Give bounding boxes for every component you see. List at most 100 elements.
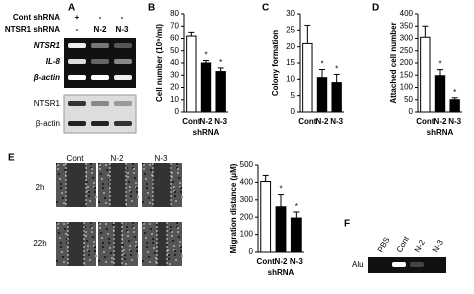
cell-speck [145, 178, 147, 180]
cell-speck [105, 261, 107, 263]
cell-speck [112, 224, 114, 226]
cell-speck [99, 223, 101, 225]
gel [368, 257, 446, 273]
cell-speck [174, 254, 176, 256]
cell-speck [180, 246, 182, 248]
cell-speck [62, 256, 64, 258]
significance-marker: * [204, 51, 207, 60]
bar [275, 206, 287, 253]
cell-speck [91, 227, 93, 229]
cell-speck [148, 256, 150, 258]
y-tick-label: 350 [400, 21, 414, 30]
cell-speck [63, 164, 65, 166]
cell-speck [100, 173, 102, 175]
y-tick-label: 0 [249, 247, 254, 256]
cell-speck [103, 192, 105, 194]
cell-speck [104, 256, 106, 258]
cell-speck [84, 226, 86, 228]
gel-band [410, 262, 424, 267]
y-tick-label: 200 [400, 58, 414, 67]
cell-speck [137, 196, 139, 198]
cell-speck [59, 178, 61, 180]
row-label: Alu [352, 260, 364, 269]
x-tick-label: Cont [298, 117, 317, 126]
x-tick-label: N-3 [448, 117, 461, 126]
cell-speck [126, 167, 128, 169]
cell-speck [128, 240, 130, 242]
row-label: 22h [33, 239, 46, 248]
cell-speck [152, 238, 154, 240]
cell-speck [107, 174, 109, 176]
cell-speck [127, 172, 129, 174]
cell-speck [63, 261, 65, 263]
cell-speck [172, 240, 174, 242]
cell-speck [150, 169, 152, 171]
lane-label: N-2 [413, 238, 428, 254]
y-tick-label: 200 [240, 212, 254, 221]
cell-speck [132, 222, 134, 224]
y-tick-label: 5 [291, 91, 296, 100]
cell-speck [58, 173, 60, 175]
x-axis-label: shRNA [193, 128, 220, 137]
cell-speck [145, 237, 147, 239]
cell-speck [89, 200, 91, 202]
cell-speck [61, 251, 63, 253]
cell-speck [181, 196, 183, 198]
cell-speck [149, 202, 151, 204]
blot-bands [68, 101, 132, 126]
cell-speck [124, 258, 126, 260]
cell-speck [108, 242, 110, 244]
cell-speck [137, 255, 139, 257]
significance-marker: * [279, 185, 282, 194]
y-tick-label: 0 [291, 107, 296, 116]
cell-speck [94, 246, 96, 248]
cell-speck [177, 227, 179, 229]
cell-speck [170, 226, 172, 228]
cell-speck [174, 195, 176, 197]
cell-speck [124, 254, 126, 256]
cell-speck [136, 246, 138, 248]
cell-speck [88, 250, 90, 252]
cell-speck [100, 232, 102, 234]
cell-speck [88, 254, 90, 256]
cell-speck [92, 236, 94, 238]
cell-speck [125, 263, 127, 265]
cell-speck [126, 226, 128, 228]
cell-speck [91, 231, 93, 233]
cell-speck [95, 255, 97, 257]
y-tick-label: 300 [240, 195, 254, 204]
bar [434, 75, 446, 113]
y-tick-label: 20 [170, 83, 179, 92]
cell-speck [171, 235, 173, 237]
cell-speck [60, 242, 62, 244]
y-tick-label: 50 [170, 46, 179, 55]
x-tick-label: Cont [182, 117, 201, 126]
cell-speck [101, 237, 103, 239]
cell-speck [142, 260, 144, 262]
protein-label: NTSR1 [34, 99, 61, 108]
cell-speck [173, 245, 175, 247]
cell-speck [86, 181, 88, 183]
cell-speck [149, 164, 151, 166]
cell-speck [130, 191, 132, 193]
cell-speck [86, 240, 88, 242]
cell-speck [58, 232, 60, 234]
cell-speck [178, 236, 180, 238]
y-tick-label: 30 [170, 70, 179, 79]
cell-speck [143, 164, 145, 166]
cell-speck [106, 228, 108, 230]
panel-label: A [68, 3, 75, 14]
lane-label: + [75, 13, 80, 22]
y-tick-label: 25 [286, 25, 295, 34]
cell-speck [122, 244, 124, 246]
cell-speck [66, 238, 68, 240]
wound-images [56, 163, 183, 266]
cell-speck [172, 181, 174, 183]
y-tick-label: 30 [286, 9, 295, 18]
cell-speck [85, 231, 87, 233]
y-tick-label: 40 [170, 58, 179, 67]
cell-speck [168, 258, 170, 260]
cell-speck [90, 163, 92, 165]
panel-label: C [262, 3, 269, 14]
